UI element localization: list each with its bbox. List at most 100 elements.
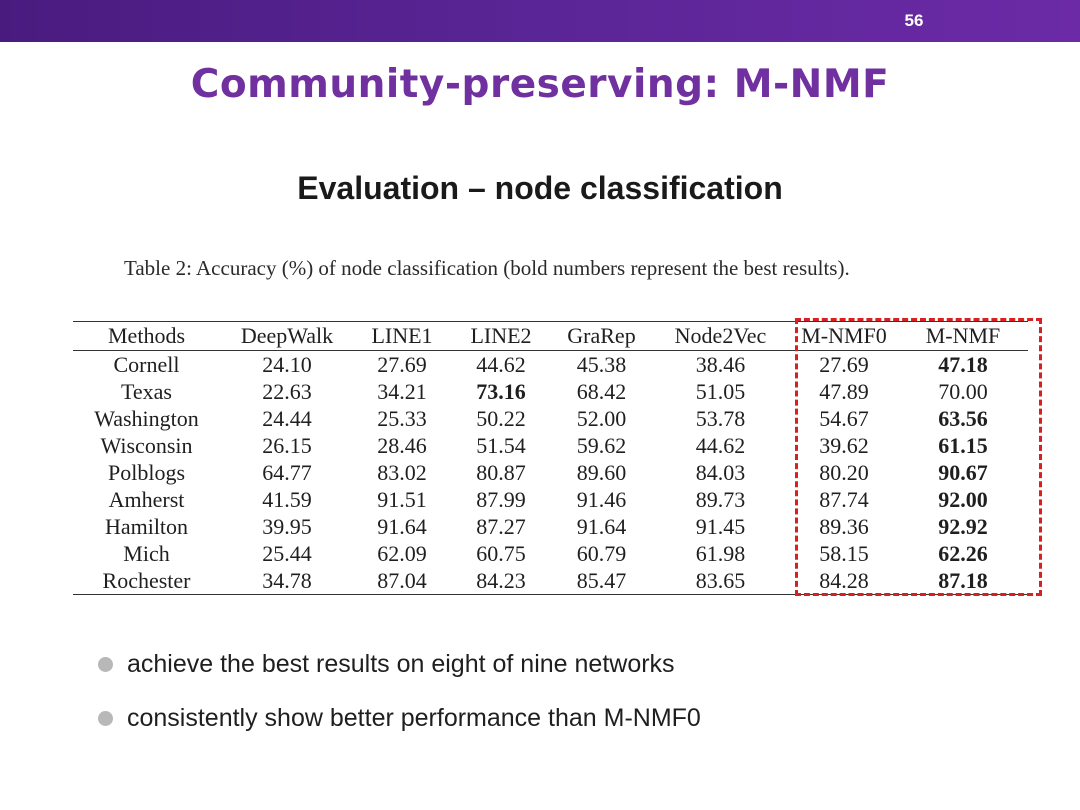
accuracy-cell: 84.28 bbox=[790, 567, 898, 595]
network-name-cell: Cornell bbox=[113, 352, 180, 377]
accuracy-cell: 47.18 bbox=[938, 352, 988, 377]
network-name-cell: Mich bbox=[123, 541, 170, 566]
bullet-item: consistently show better performance tha… bbox=[98, 704, 701, 733]
accuracy-cell: 52.00 bbox=[576, 406, 627, 431]
table-row: Wisconsin 26.15 28.46 51.54 59.62 44.62 39.62 6… bbox=[73, 432, 1028, 459]
accuracy-cell: 50.22 bbox=[476, 406, 526, 431]
mnmf-highlight-box bbox=[795, 318, 1042, 596]
table-row: Rochester 34.78 87.04 84.23 85.47 83.65 84.28 8… bbox=[73, 567, 1028, 595]
accuracy-cell: 70.00 bbox=[938, 379, 988, 404]
accuracy-cell: 85.47 bbox=[552, 567, 651, 595]
accuracy-cell: 51.54 bbox=[476, 433, 526, 458]
accuracy-cell: 91.46 bbox=[576, 487, 627, 512]
accuracy-cell: 92.92 bbox=[938, 514, 988, 539]
accuracy-cell: 60.79 bbox=[576, 541, 627, 566]
accuracy-cell: 91.45 bbox=[695, 514, 746, 539]
network-name-cell: Wisconsin bbox=[100, 433, 193, 458]
table-body: Cornell 24.10 27.69 44.62 45.38 38.46 27.69 47.… bbox=[73, 351, 1028, 595]
header-mnmf: M-NMF bbox=[898, 321, 1028, 351]
accuracy-cell: 64.77 bbox=[262, 460, 312, 485]
accuracy-cell: 44.62 bbox=[476, 352, 526, 377]
accuracy-cell: 45.38 bbox=[576, 352, 627, 377]
accuracy-cell: 61.15 bbox=[938, 433, 988, 458]
network-name-cell: Rochester bbox=[73, 567, 220, 595]
accuracy-cell: 87.04 bbox=[354, 567, 450, 595]
accuracy-cell: 80.87 bbox=[476, 460, 526, 485]
header-methods: Methods bbox=[73, 321, 220, 351]
table-row: Amherst 41.59 91.51 87.99 91.46 89.73 87.74 92.… bbox=[73, 486, 1028, 513]
accuracy-cell: 27.69 bbox=[819, 352, 869, 377]
accuracy-cell: 83.02 bbox=[377, 460, 427, 485]
accuracy-cell: 91.64 bbox=[576, 514, 627, 539]
accuracy-cell: 41.59 bbox=[262, 487, 312, 512]
accuracy-cell: 59.62 bbox=[576, 433, 627, 458]
accuracy-cell: 89.60 bbox=[576, 460, 627, 485]
accuracy-cell: 84.23 bbox=[450, 567, 552, 595]
accuracy-cell: 44.62 bbox=[695, 433, 746, 458]
accuracy-cell: 26.15 bbox=[262, 433, 312, 458]
slide-number: 56 bbox=[904, 11, 924, 30]
accuracy-cell: 83.65 bbox=[651, 567, 790, 595]
accuracy-cell: 58.15 bbox=[819, 541, 869, 566]
accuracy-cell: 90.67 bbox=[938, 460, 988, 485]
accuracy-cell: 24.10 bbox=[262, 352, 312, 377]
accuracy-cell: 73.16 bbox=[476, 379, 526, 404]
accuracy-cell: 80.20 bbox=[819, 460, 869, 485]
accuracy-cell: 60.75 bbox=[476, 541, 526, 566]
header-mnmf0: M-NMF0 bbox=[790, 321, 898, 351]
accuracy-cell: 89.36 bbox=[819, 514, 869, 539]
slide-subtitle: Evaluation – node classification bbox=[297, 170, 783, 206]
accuracy-table: Methods DeepWalk LINE1 LINE2 GraRep Node… bbox=[73, 321, 1028, 595]
network-name-cell: Polblogs bbox=[107, 460, 186, 485]
header-grarep: GraRep bbox=[552, 321, 651, 351]
top-bar: 56 bbox=[0, 0, 1080, 42]
accuracy-cell: 63.56 bbox=[938, 406, 988, 431]
table-row: Washington 24.44 25.33 50.22 52.00 53.78 54.67… bbox=[73, 405, 1028, 432]
table-row: Hamilton 39.95 91.64 87.27 91.64 91.45 89.36 92… bbox=[73, 513, 1028, 540]
accuracy-cell: 61.98 bbox=[695, 541, 746, 566]
header-line1: LINE1 bbox=[354, 321, 450, 351]
network-name-cell: Texas bbox=[121, 379, 172, 404]
table-row: Texas 22.63 34.21 73.16 68.42 51.05 47.89 70.00 bbox=[73, 378, 1028, 405]
accuracy-cell: 89.73 bbox=[695, 487, 746, 512]
table-row: Polblogs 64.77 83.02 80.87 89.60 84.03 80.20 90… bbox=[73, 459, 1028, 486]
accuracy-cell: 87.27 bbox=[476, 514, 526, 539]
network-name-cell: Washington bbox=[94, 406, 199, 431]
header-node2vec: Node2Vec bbox=[651, 321, 790, 351]
accuracy-cell: 91.64 bbox=[377, 514, 427, 539]
accuracy-cell: 87.99 bbox=[476, 487, 526, 512]
accuracy-cell: 27.69 bbox=[377, 352, 427, 377]
accuracy-cell: 53.78 bbox=[695, 406, 746, 431]
accuracy-cell: 62.09 bbox=[377, 541, 427, 566]
bullet-dot-icon bbox=[98, 657, 113, 672]
accuracy-cell: 87.74 bbox=[819, 487, 869, 512]
accuracy-cell: 47.89 bbox=[819, 379, 869, 404]
accuracy-cell: 38.46 bbox=[695, 352, 746, 377]
network-name-cell: Amherst bbox=[108, 487, 185, 512]
accuracy-cell: 54.67 bbox=[819, 406, 869, 431]
accuracy-cell: 34.21 bbox=[377, 379, 427, 404]
bullet-text: consistently show better performance tha… bbox=[127, 704, 701, 732]
accuracy-cell: 25.33 bbox=[377, 406, 427, 431]
accuracy-cell: 92.00 bbox=[938, 487, 988, 512]
accuracy-cell: 84.03 bbox=[695, 460, 746, 485]
accuracy-cell: 62.26 bbox=[938, 541, 988, 566]
table-row: Cornell 24.10 27.69 44.62 45.38 38.46 27.69 47.… bbox=[73, 351, 1028, 379]
table-caption: Table 2: Accuracy (%) of node classifica… bbox=[124, 256, 850, 280]
bullet-text: achieve the best results on eight of nin… bbox=[127, 650, 675, 678]
bullet-dot-icon bbox=[98, 711, 113, 726]
accuracy-cell: 25.44 bbox=[262, 541, 312, 566]
accuracy-cell: 24.44 bbox=[262, 406, 312, 431]
table-header-row: Methods DeepWalk LINE1 LINE2 GraRep Node… bbox=[73, 321, 1028, 351]
accuracy-cell: 39.95 bbox=[262, 514, 312, 539]
header-line2: LINE2 bbox=[450, 321, 552, 351]
slide-title: Community-preserving: M-NMF bbox=[190, 62, 890, 107]
accuracy-cell: 22.63 bbox=[262, 379, 312, 404]
accuracy-cell: 91.51 bbox=[377, 487, 427, 512]
bullet-item: achieve the best results on eight of nin… bbox=[98, 650, 675, 679]
accuracy-cell: 51.05 bbox=[695, 379, 746, 404]
table-row: Mich 25.44 62.09 60.75 60.79 61.98 58.15 62.26 bbox=[73, 540, 1028, 567]
accuracy-cell: 68.42 bbox=[576, 379, 627, 404]
accuracy-cell: 34.78 bbox=[220, 567, 354, 595]
accuracy-cell: 28.46 bbox=[377, 433, 427, 458]
